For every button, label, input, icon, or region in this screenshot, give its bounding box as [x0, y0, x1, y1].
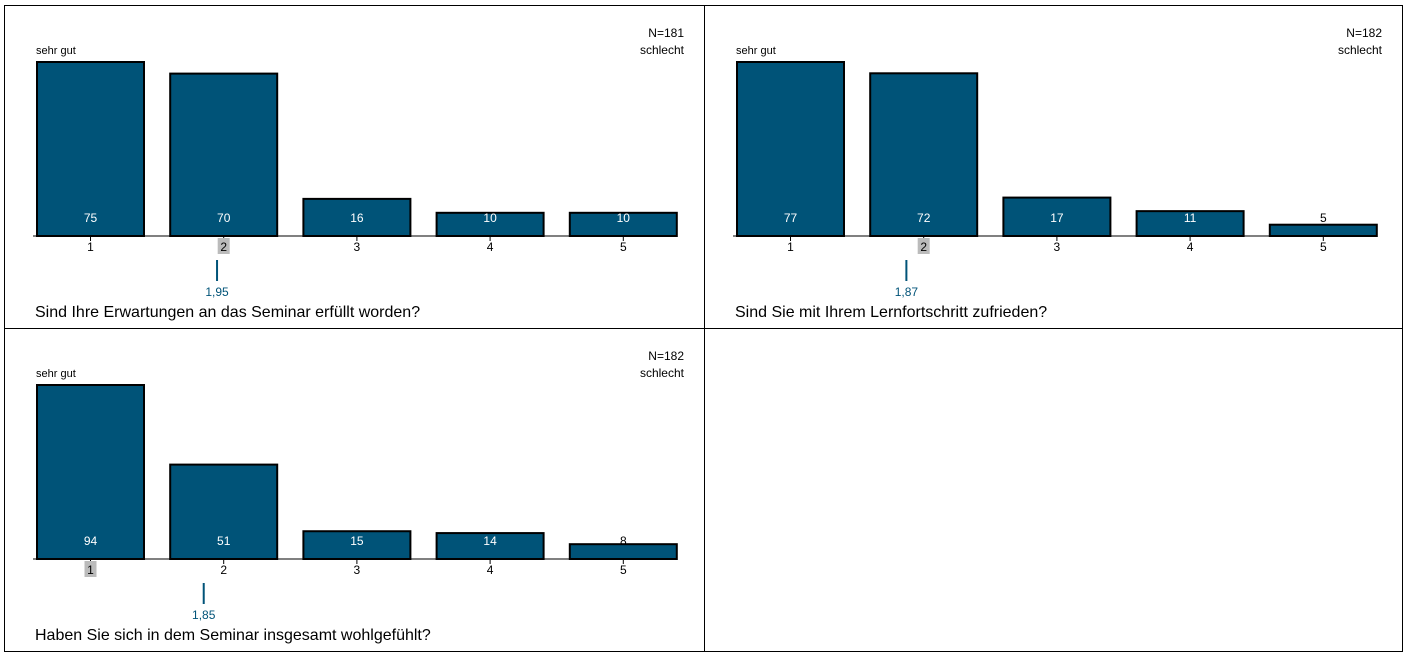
- question-text: Sind Sie mit Ihrem Lernfortschritt zufri…: [735, 304, 1048, 321]
- chart-panel: N=182 sehr gut schlecht 94 1 51 2 15 3 14 4 8 5 1,…: [4, 328, 705, 652]
- bar-value-label: 8: [620, 534, 627, 548]
- bar-value-label: 75: [84, 211, 98, 225]
- x-tick-label: 5: [1320, 240, 1327, 254]
- x-tick-label: 3: [354, 240, 361, 254]
- x-tick-label: 1: [87, 240, 94, 254]
- bar: [1268, 223, 1378, 237]
- x-tick-label: 2: [920, 240, 927, 254]
- scale-right-anchor: schlecht: [1337, 43, 1382, 57]
- scale-right-anchor: schlecht: [639, 43, 684, 57]
- mean-label: 1,95: [205, 285, 229, 299]
- scale-left-anchor: sehr gut: [736, 45, 776, 57]
- bar-value-label: 5: [1320, 211, 1327, 225]
- bar: [736, 61, 845, 237]
- bar: [435, 532, 545, 561]
- bar-value-label: 77: [784, 211, 798, 225]
- x-tick-label: 1: [87, 563, 94, 577]
- x-tick-label: 1: [787, 240, 794, 254]
- bar-value-label: 70: [217, 211, 231, 225]
- bar-value-label: 10: [483, 211, 497, 225]
- bar: [36, 384, 145, 560]
- x-tick-label: 5: [620, 240, 627, 254]
- mean-label: 1,85: [192, 608, 216, 622]
- x-tick-label: 3: [354, 563, 361, 577]
- bar-value-label: 15: [350, 534, 364, 548]
- sample-size-label: N=182: [1346, 26, 1382, 40]
- chart-panel: N=181 sehr gut schlecht 75 1 70 2 16 3 10 4 10 5 1…: [4, 5, 705, 329]
- bar-value-label: 10: [617, 211, 631, 225]
- scale-right-anchor: schlecht: [639, 366, 684, 380]
- x-tick-label: 2: [220, 563, 227, 577]
- bar-chart-svg: 75 1 70 2 16 3 10 4 10 5 1,95: [33, 61, 678, 299]
- bar-chart-svg: 77 1 72 2 17 3 11 4 5 5 1,87: [733, 61, 1378, 299]
- bar: [36, 61, 145, 237]
- bar-value-label: 17: [1050, 211, 1064, 225]
- question-text: Haben Sie sich in dem Seminar insgesamt …: [35, 627, 431, 644]
- x-tick-label: 2: [220, 240, 227, 254]
- empty-panel: [704, 328, 1403, 652]
- mode-highlight: [917, 238, 930, 254]
- scale-left-anchor: sehr gut: [36, 45, 76, 57]
- bar-chart-svg: 94 1 51 2 15 3 14 4 8 5 1,85: [33, 384, 678, 622]
- bar-value-label: 14: [483, 534, 497, 548]
- chart-grid: N=181 sehr gut schlecht 75 1 70 2 16 3 10 4 10 5 1…: [4, 5, 1403, 652]
- bar-value-label: 16: [350, 211, 364, 225]
- bar: [169, 463, 279, 561]
- bar-value-label: 72: [917, 211, 931, 225]
- x-tick-label: 4: [487, 563, 494, 577]
- x-tick-label: 4: [487, 240, 494, 254]
- mode-highlight: [217, 238, 230, 254]
- sample-size-label: N=182: [648, 349, 684, 363]
- scale-left-anchor: sehr gut: [36, 368, 76, 380]
- x-tick-label: 5: [620, 563, 627, 577]
- mode-highlight: [84, 561, 97, 577]
- bar-value-label: 11: [1184, 211, 1197, 225]
- chart-panel: N=182 sehr gut schlecht 77 1 72 2 17 3 11 4 5 5 1,…: [704, 5, 1403, 329]
- bar: [869, 72, 979, 237]
- bar-value-label: 94: [84, 534, 98, 548]
- x-tick-label: 4: [1187, 240, 1194, 254]
- bar: [302, 530, 412, 560]
- question-text: Sind Ihre Erwartungen an das Seminar erf…: [35, 304, 421, 321]
- x-tick-label: 3: [1054, 240, 1061, 254]
- sample-size-label: N=181: [648, 26, 684, 40]
- bar-value-label: 51: [217, 534, 231, 548]
- mean-label: 1,87: [895, 285, 919, 299]
